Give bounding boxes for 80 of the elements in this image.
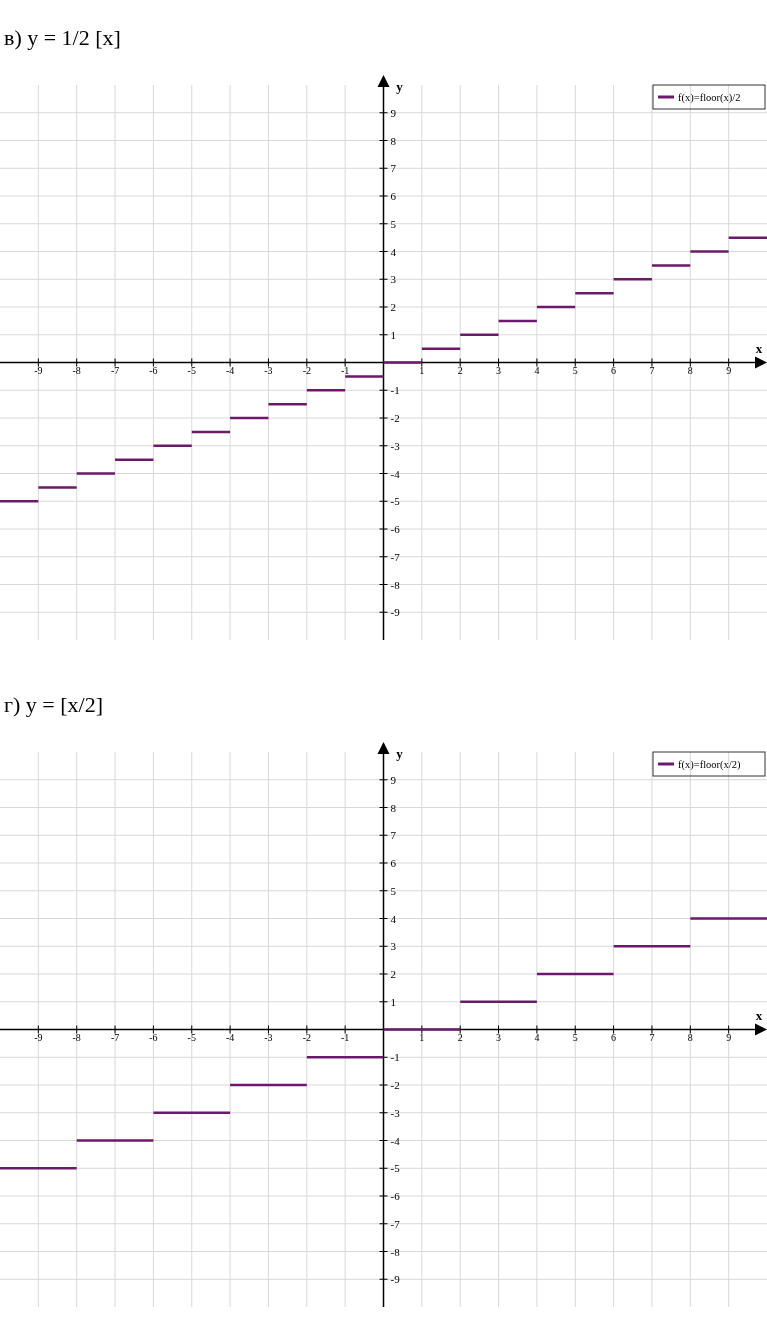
y-tick-label: 7 [390, 829, 397, 842]
x-tick-label: -6 [149, 364, 158, 376]
legend-label: f(x)=floor(x)/2 [678, 92, 741, 104]
x-tick-label: 3 [496, 364, 502, 376]
y-tick-label: -4 [390, 467, 401, 480]
y-tick-label: -1 [390, 1051, 400, 1064]
x-tick-label: 5 [572, 1031, 578, 1043]
y-axis-title: y [396, 79, 404, 94]
x-tick-label: -7 [110, 364, 120, 376]
x-tick-label: 1 [419, 1031, 425, 1043]
x-tick-label: -5 [187, 1031, 196, 1043]
x-tick-label: -4 [225, 1031, 235, 1043]
x-tick-label: 1 [419, 364, 425, 376]
y-tick-label: 9 [390, 106, 397, 119]
x-tick-label: 2 [457, 364, 463, 376]
y-tick-label: -3 [390, 439, 401, 452]
x-axis-title: x [755, 340, 763, 356]
x-tick-label: -2 [302, 1031, 311, 1043]
y-tick-label: -2 [390, 1079, 400, 1091]
y-tick-label: 3 [390, 273, 397, 286]
y-tick-label: -5 [390, 495, 401, 508]
x-tick-label: -8 [72, 1031, 81, 1043]
x-tick-label: -9 [34, 364, 43, 376]
y-tick-label: -2 [390, 412, 400, 424]
x-tick-label: 7 [649, 364, 655, 376]
x-tick-label: -1 [340, 364, 350, 376]
y-tick-label: 5 [390, 217, 397, 230]
y-tick-label: -1 [390, 384, 400, 397]
y-tick-label: 4 [390, 245, 397, 258]
x-tick-label: 6 [611, 1031, 617, 1043]
y-tick-label: -6 [390, 1190, 401, 1202]
chart-title: г) y = [x/2] [4, 692, 104, 717]
x-tick-label: 3 [496, 1031, 502, 1043]
y-tick-label: 2 [390, 968, 396, 980]
x-tick-label: -1 [340, 1031, 350, 1043]
y-axis-title: y [396, 746, 404, 761]
x-tick-label: -3 [264, 1031, 273, 1043]
y-tick-label: 1 [390, 328, 396, 341]
x-tick-label: 9 [726, 1031, 732, 1043]
x-tick-label: 7 [649, 1031, 655, 1043]
x-tick-label: 4 [534, 364, 540, 376]
x-tick-label: -5 [187, 364, 196, 376]
x-tick-label: 4 [534, 1031, 540, 1043]
y-tick-label: -6 [390, 523, 401, 535]
chart-title: в) y = 1/2 [x] [4, 25, 121, 50]
y-tick-label: -8 [390, 578, 401, 591]
y-tick-label: 2 [390, 301, 396, 313]
x-tick-label: 8 [687, 1031, 693, 1043]
x-tick-label: 2 [457, 1031, 463, 1043]
y-tick-label: -8 [390, 1245, 401, 1258]
x-tick-label: 8 [687, 364, 693, 376]
y-tick-label: 8 [390, 801, 397, 814]
y-tick-label: 6 [390, 190, 397, 202]
y-tick-label: 5 [390, 884, 397, 897]
x-tick-label: -4 [225, 364, 235, 376]
legend-label: f(x)=floor(x/2) [678, 759, 741, 771]
y-tick-label: 4 [390, 912, 397, 925]
y-tick-label: -7 [390, 1217, 401, 1230]
x-tick-label: -7 [110, 1031, 120, 1043]
x-tick-label: 9 [726, 364, 732, 376]
y-tick-label: -9 [390, 606, 401, 619]
y-tick-label: 7 [390, 162, 397, 175]
x-tick-label: 5 [572, 364, 578, 376]
y-tick-label: 9 [390, 773, 397, 786]
x-axis-title: x [755, 1007, 763, 1023]
y-tick-label: 6 [390, 857, 397, 869]
x-tick-label: 6 [611, 364, 617, 376]
x-tick-label: -3 [264, 364, 273, 376]
y-tick-label: 1 [390, 995, 396, 1008]
y-tick-label: -9 [390, 1273, 401, 1286]
x-tick-label: -6 [149, 1031, 158, 1043]
y-tick-label: -5 [390, 1162, 401, 1175]
y-tick-label: 3 [390, 940, 397, 953]
y-tick-label: -4 [390, 1134, 401, 1147]
y-tick-label: -7 [390, 550, 401, 563]
x-tick-label: -2 [302, 364, 311, 376]
x-tick-label: -8 [72, 364, 81, 376]
x-tick-label: -9 [34, 1031, 43, 1043]
y-tick-label: -3 [390, 1106, 401, 1119]
y-tick-label: 8 [390, 134, 397, 147]
